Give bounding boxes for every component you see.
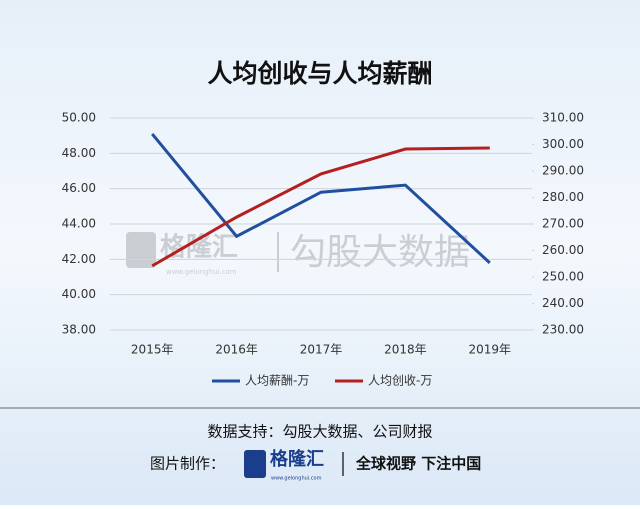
- footer-source: 数据支持：勾股大数据、公司财报: [207, 423, 432, 441]
- y2-tick-label: 280.00: [542, 190, 584, 204]
- watermark: 格隆汇 www.gelonghui.com 勾股大数据: [126, 232, 470, 276]
- x-tick-label: 2018年: [384, 343, 427, 357]
- footer-brand: 格隆汇: [270, 448, 324, 470]
- legend-label: 人均薪酬-万: [245, 374, 309, 388]
- legend-label: 人均创收-万: [368, 374, 432, 388]
- x-tick-label: 2015年: [131, 343, 174, 357]
- logo-icon: [244, 450, 266, 478]
- y2-tick-label: 310.00: [542, 111, 584, 125]
- x-tick-label: 2017年: [300, 343, 343, 357]
- watermark-brand: 格隆汇: [160, 232, 238, 263]
- watermark-icon: [126, 232, 156, 268]
- series-line: [151, 132, 491, 264]
- chart-title: 人均创收与人均薪酬: [207, 59, 432, 88]
- y-tick-label: 42.00: [62, 252, 96, 266]
- y2-tick-label: 260.00: [542, 243, 584, 257]
- footer-maker: 图片制作：: [150, 455, 225, 473]
- y2-tick-label: 290.00: [542, 164, 584, 178]
- series-line: [151, 146, 490, 268]
- y-tick-label: 44.00: [62, 217, 96, 231]
- y-tick-label: 46.00: [62, 181, 96, 195]
- y-tick-label: 40.00: [62, 287, 96, 301]
- y2-tick-label: 250.00: [542, 270, 584, 284]
- footer-url: www.gelonghui.com: [271, 476, 322, 482]
- y-tick-label: 50.00: [62, 111, 96, 125]
- x-tick-label: 2019年: [469, 343, 512, 357]
- y-tick-label: 38.00: [62, 323, 96, 337]
- y2-tick-label: 300.00: [542, 137, 584, 151]
- y2-tick-label: 230.00: [542, 323, 584, 337]
- y-tick-label: 48.00: [62, 146, 96, 160]
- y2-tick-label: 240.00: [542, 296, 584, 310]
- watermark-url: www.gelonghui.com: [166, 268, 237, 276]
- footer-slogan: 全球视野 下注中国: [355, 455, 481, 473]
- x-tick-label: 2016年: [215, 343, 258, 357]
- y2-tick-label: 270.00: [542, 217, 584, 231]
- watermark-name: 勾股大数据: [290, 232, 470, 273]
